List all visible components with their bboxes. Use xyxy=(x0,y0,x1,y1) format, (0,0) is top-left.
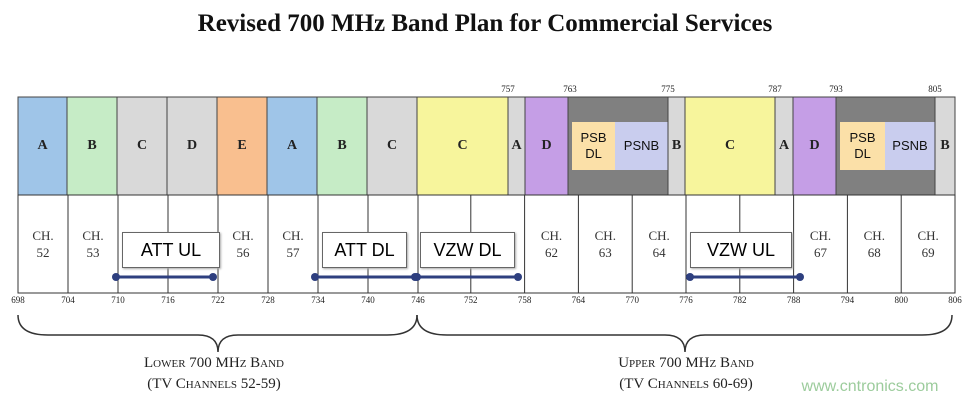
block xyxy=(66,96,118,196)
channel-label: CH. xyxy=(282,228,304,243)
brace xyxy=(17,314,418,353)
channel-label: CH. xyxy=(863,228,885,243)
block-label: C xyxy=(386,138,398,153)
channel-number: 52 xyxy=(36,245,50,260)
channel-label: CH. xyxy=(32,228,54,243)
channel-number: 63 xyxy=(598,245,612,260)
frequency-label: 770 xyxy=(625,295,639,305)
frequency-label: 716 xyxy=(161,295,175,305)
channel-label: CH. xyxy=(540,228,563,243)
block-label: D xyxy=(186,138,198,153)
block-label: C xyxy=(457,138,468,153)
allocation-label: VZW DL xyxy=(420,232,515,268)
band-channels: (TV Channels 52-59) xyxy=(147,376,281,392)
block xyxy=(792,96,837,196)
block-label: C xyxy=(724,138,736,153)
block xyxy=(524,96,569,196)
block-label: B xyxy=(940,138,950,153)
channel-number: 69 xyxy=(921,245,935,260)
frequency-label: 800 xyxy=(894,295,908,305)
frequency-label: 758 xyxy=(517,295,532,305)
frequency-label: 794 xyxy=(840,295,855,305)
channel-number: 68 xyxy=(867,245,881,260)
block-label: D xyxy=(541,138,552,153)
block-label: A xyxy=(778,138,790,153)
block-label: A xyxy=(511,138,522,153)
allocation-dot xyxy=(311,273,319,281)
frequency-label: 710 xyxy=(111,295,125,305)
frequency-label: 722 xyxy=(211,295,225,305)
top-marker: 763 xyxy=(563,84,577,94)
channel-number: 53 xyxy=(86,245,100,260)
block-label: D xyxy=(809,138,820,153)
block-label: B xyxy=(671,138,682,153)
channel-label: CH. xyxy=(809,228,832,243)
allocation-dot xyxy=(686,273,694,281)
allocation-dot xyxy=(209,273,217,281)
watermark: www.cntronics.com xyxy=(801,378,939,395)
channel-number: 67 xyxy=(814,245,827,260)
block-label: PSNB xyxy=(623,138,660,153)
block xyxy=(885,122,935,170)
block xyxy=(615,122,668,170)
block xyxy=(17,96,68,196)
frequency-label: 806 xyxy=(948,295,962,305)
allocation-dot xyxy=(112,273,120,281)
frequency-label: 776 xyxy=(679,295,693,305)
channel-number: 62 xyxy=(545,245,558,260)
frequency-label: 752 xyxy=(464,295,478,305)
allocation-dot xyxy=(514,273,522,281)
block-label: PSB DL xyxy=(849,130,876,161)
brace xyxy=(416,314,953,353)
frequency-label: 704 xyxy=(61,295,75,305)
block-label: A xyxy=(286,138,298,153)
block-label: A xyxy=(37,138,48,153)
band-channels: (TV Channels 60-69) xyxy=(619,376,753,392)
channel-label: CH. xyxy=(648,228,670,243)
block xyxy=(572,122,615,170)
block-label: PSB DL xyxy=(580,130,607,161)
channel-number: 57 xyxy=(286,245,300,260)
channel-label: CH. xyxy=(594,228,616,243)
frequency-label: 764 xyxy=(571,295,586,305)
block-label: B xyxy=(87,138,97,153)
block xyxy=(166,96,218,196)
frequency-label: 746 xyxy=(411,295,425,305)
top-marker: 787 xyxy=(768,84,782,94)
channel-label: CH. xyxy=(917,228,939,243)
channel-number: 64 xyxy=(652,245,666,260)
band-name: Upper 700 MHz Band xyxy=(618,355,754,371)
frequency-label: 788 xyxy=(786,295,801,305)
channel-label: CH. xyxy=(82,228,104,243)
channel-number: 56 xyxy=(236,245,250,260)
top-marker: 805 xyxy=(928,84,942,94)
allocation-label: ATT UL xyxy=(122,232,220,268)
allocation-dot xyxy=(796,273,804,281)
frequency-label: 740 xyxy=(361,295,375,305)
top-marker: 775 xyxy=(661,84,675,94)
frequency-label: 782 xyxy=(733,295,747,305)
top-marker: 793 xyxy=(829,84,843,94)
block xyxy=(840,122,885,170)
block-label: C xyxy=(136,138,148,153)
allocation-label: ATT DL xyxy=(322,232,407,268)
frequency-label: 728 xyxy=(261,295,275,305)
frequency-label: 698 xyxy=(11,295,25,305)
channel-label: CH. xyxy=(232,228,254,243)
title: Revised 700 MHz Band Plan for Commercial… xyxy=(197,10,773,37)
block-label: B xyxy=(337,138,347,153)
block xyxy=(366,96,418,196)
allocation-dot xyxy=(413,273,421,281)
top-marker: 757 xyxy=(501,84,515,94)
band-name: Lower 700 MHz Band xyxy=(143,355,285,371)
block-label: PSNB xyxy=(892,138,928,153)
block-label: E xyxy=(237,138,247,153)
frequency-label: 734 xyxy=(311,295,325,305)
block xyxy=(266,96,318,196)
allocation-label: VZW UL xyxy=(690,232,792,268)
